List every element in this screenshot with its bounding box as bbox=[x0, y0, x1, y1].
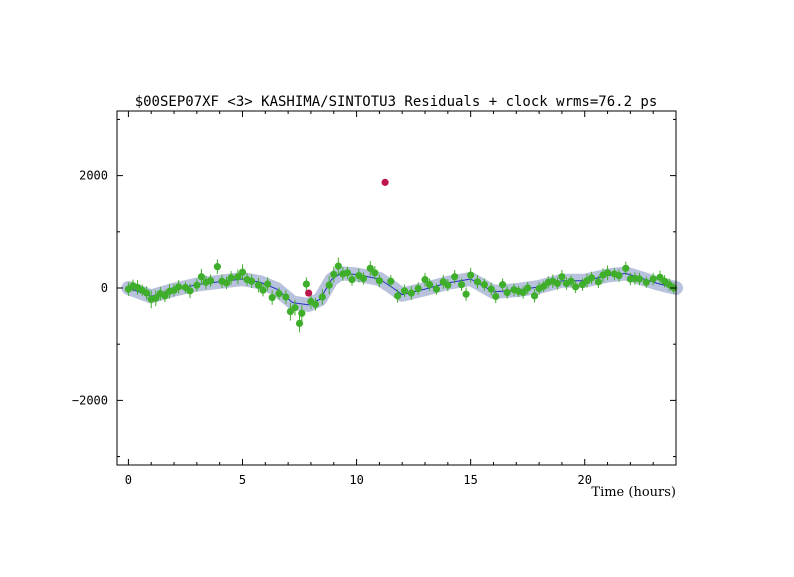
data-point bbox=[263, 280, 272, 288]
data-point bbox=[487, 285, 495, 293]
data-point bbox=[152, 294, 160, 302]
data-point bbox=[298, 309, 306, 317]
data-point bbox=[425, 281, 434, 289]
data-point bbox=[524, 284, 532, 292]
data-point bbox=[642, 278, 650, 286]
data-point bbox=[444, 281, 452, 289]
data-point bbox=[498, 281, 507, 289]
data-point bbox=[572, 283, 580, 291]
data-point bbox=[594, 278, 603, 286]
data-point bbox=[186, 287, 194, 295]
y-tick-label: −2000 bbox=[72, 393, 108, 407]
data-point bbox=[492, 292, 500, 301]
data-point bbox=[268, 293, 276, 302]
data-point bbox=[567, 277, 575, 285]
data-point bbox=[366, 264, 374, 272]
data-point bbox=[432, 285, 441, 293]
y-tick-label: 0 bbox=[101, 281, 108, 295]
data-point bbox=[359, 274, 368, 283]
data-point bbox=[213, 263, 221, 271]
data-point bbox=[325, 281, 333, 289]
data-point bbox=[473, 278, 482, 286]
data-point bbox=[330, 270, 338, 279]
rejected-point bbox=[305, 289, 313, 297]
data-point bbox=[282, 293, 290, 301]
data-point bbox=[615, 272, 623, 280]
data-point bbox=[348, 275, 356, 284]
data-point bbox=[467, 271, 475, 279]
data-point bbox=[451, 273, 459, 281]
data-point bbox=[248, 277, 256, 285]
data-point bbox=[503, 288, 511, 297]
data-point bbox=[421, 275, 429, 284]
data-point bbox=[343, 269, 352, 277]
data-point bbox=[259, 286, 267, 294]
data-point bbox=[394, 292, 402, 300]
data-point bbox=[414, 284, 422, 293]
data-point bbox=[161, 292, 169, 300]
x-tick-label: 20 bbox=[578, 473, 592, 487]
data-point bbox=[318, 293, 326, 301]
data-point bbox=[530, 292, 539, 300]
x-tick-label: 5 bbox=[239, 473, 246, 487]
data-point bbox=[635, 275, 644, 283]
data-point bbox=[400, 287, 409, 295]
data-point bbox=[193, 281, 201, 289]
data-point bbox=[175, 283, 183, 291]
data-point bbox=[238, 268, 247, 276]
rejected-point bbox=[381, 178, 389, 186]
data-point bbox=[587, 274, 596, 282]
data-point bbox=[254, 281, 263, 289]
ticks-layer: 0 5 10 15 20 −2000 0 2000 bbox=[72, 111, 676, 487]
data-point bbox=[291, 304, 299, 312]
data-point bbox=[603, 269, 612, 277]
data-point bbox=[302, 280, 310, 288]
y-tick-label: 2000 bbox=[79, 169, 108, 183]
data-point bbox=[334, 262, 342, 270]
data-point bbox=[222, 279, 231, 287]
data-point bbox=[234, 273, 242, 281]
data-point bbox=[143, 289, 151, 297]
data-point bbox=[311, 300, 320, 308]
data-point bbox=[375, 277, 383, 285]
data-point bbox=[519, 288, 527, 297]
data-point bbox=[649, 275, 657, 283]
data-point bbox=[197, 273, 206, 281]
data-point bbox=[206, 277, 215, 285]
x-tick-label: 15 bbox=[463, 473, 477, 487]
points-layer bbox=[124, 178, 678, 333]
x-tick-label: 10 bbox=[349, 473, 363, 487]
data-point bbox=[462, 290, 470, 298]
data-point bbox=[371, 269, 379, 277]
data-point bbox=[227, 274, 235, 282]
x-tick-label: 0 bbox=[125, 473, 132, 487]
x-axis-label: Time (hours) bbox=[591, 485, 676, 500]
data-point bbox=[407, 289, 415, 297]
data-point bbox=[275, 290, 283, 298]
data-point bbox=[553, 279, 561, 288]
data-point bbox=[480, 281, 488, 289]
data-point bbox=[387, 277, 395, 285]
data-point bbox=[558, 273, 566, 281]
data-point bbox=[457, 281, 466, 289]
chart-title: $00SEP07XF <3> KASHIMA/SINTOTU3 Residual… bbox=[135, 94, 658, 110]
data-point bbox=[622, 264, 630, 272]
data-point bbox=[295, 319, 304, 327]
